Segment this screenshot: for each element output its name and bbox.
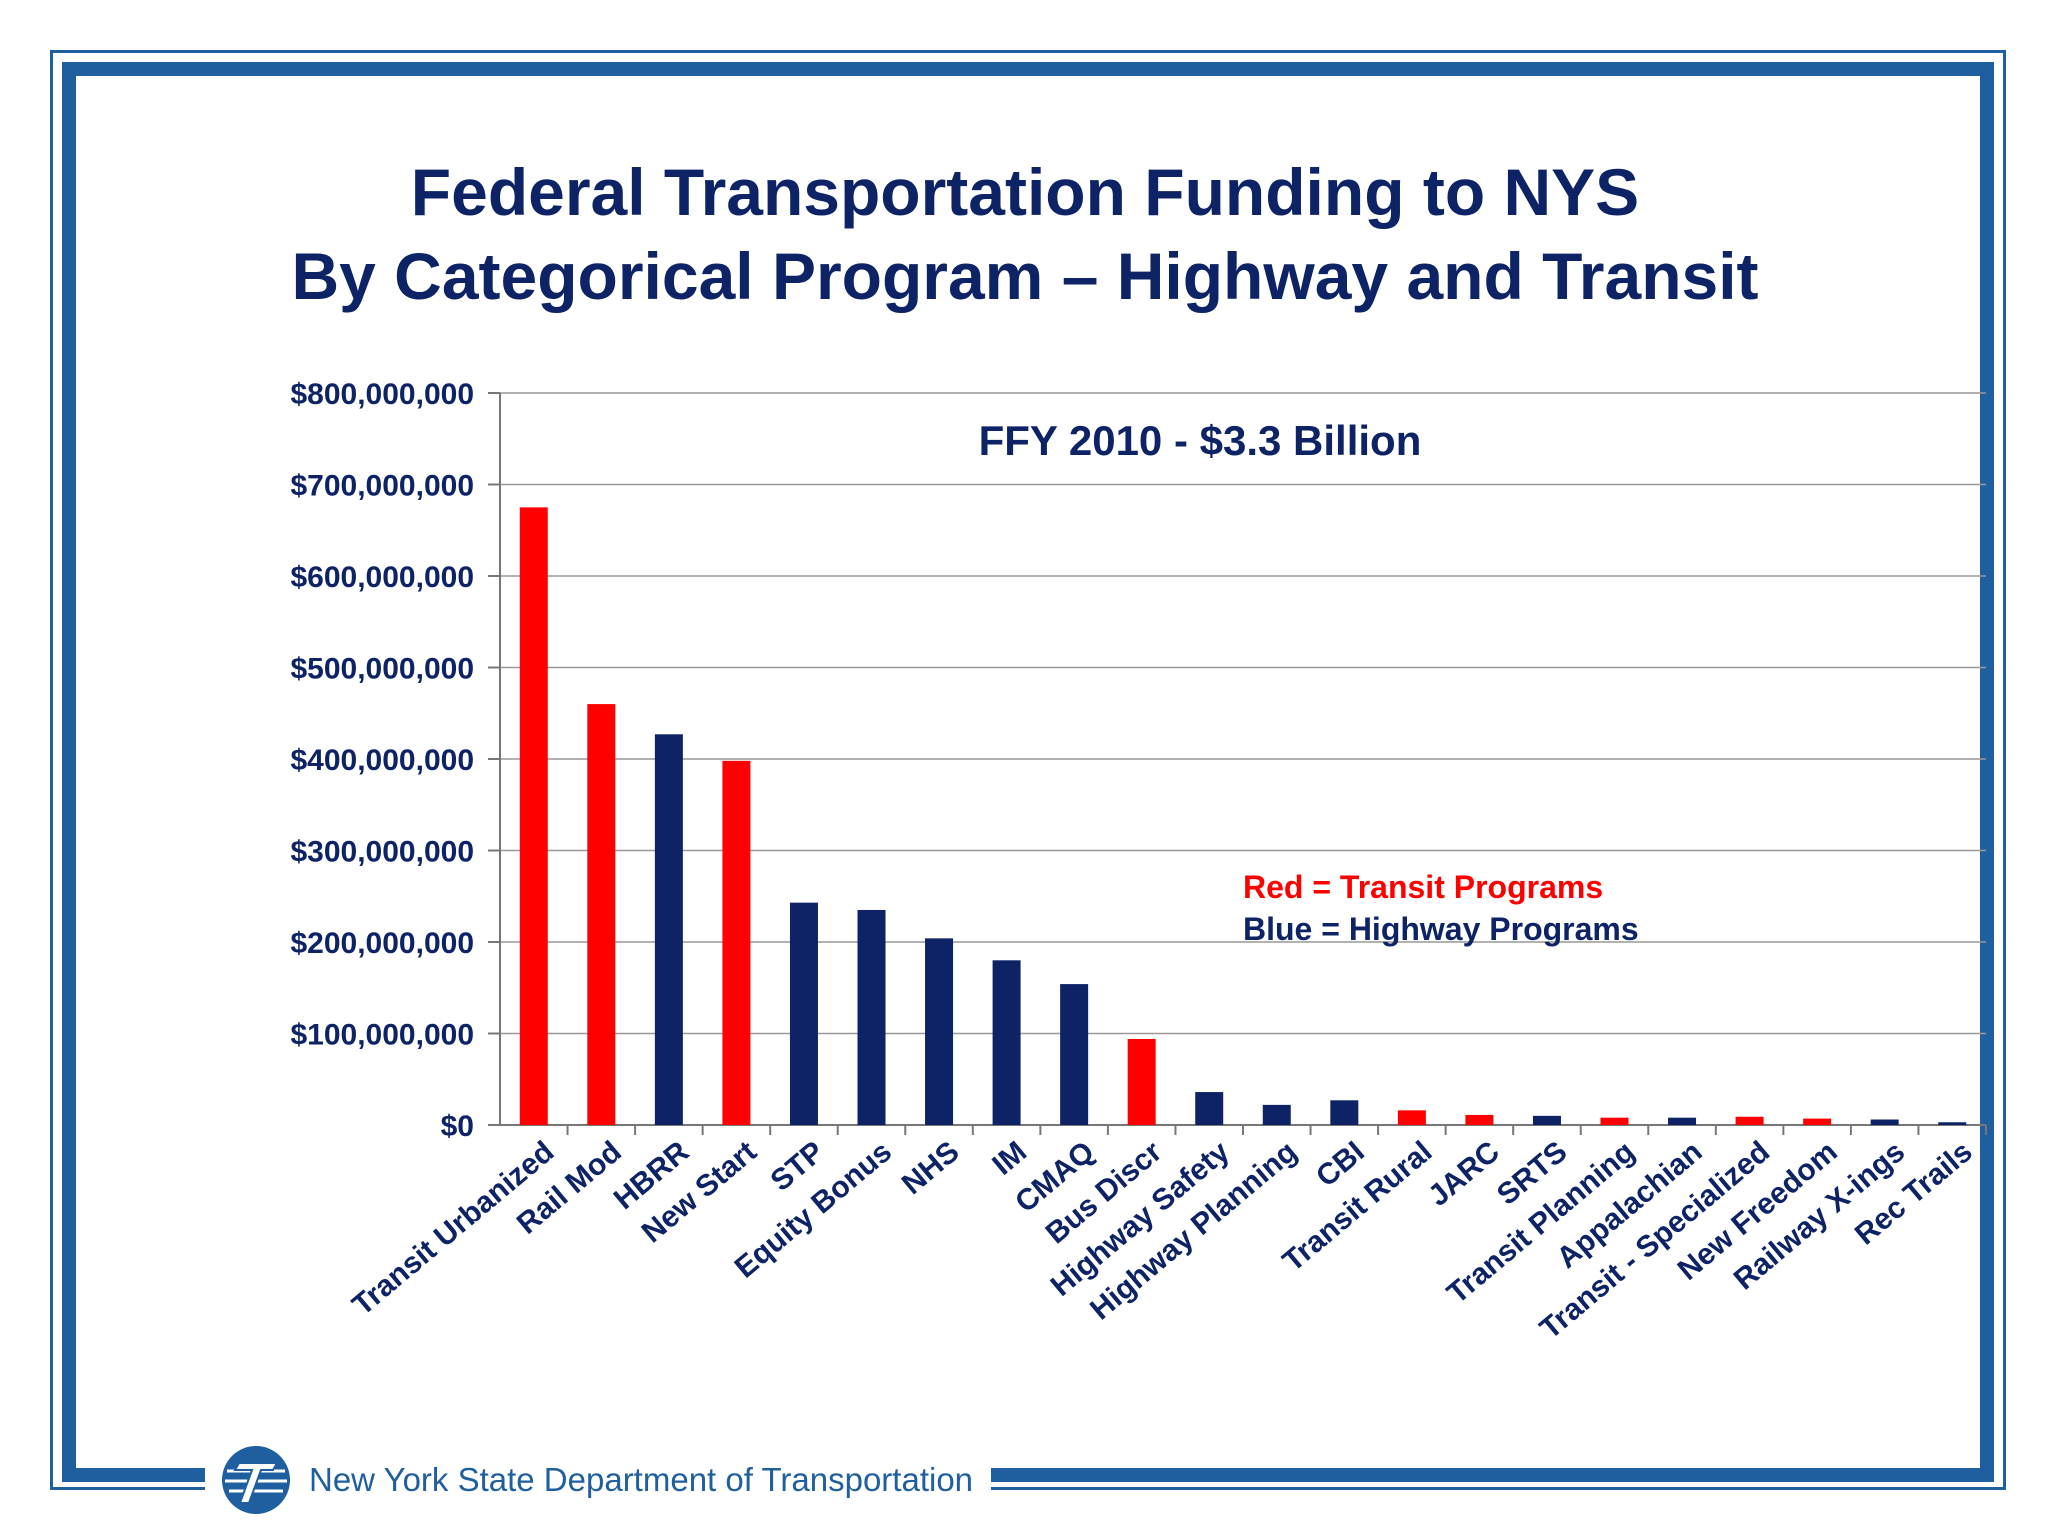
nysdot-logo-icon: [222, 1446, 290, 1514]
slide-frame-outer: [50, 50, 2006, 1490]
bar: [1735, 1116, 1764, 1125]
bar: [992, 960, 1021, 1125]
y-tick-label: $300,000,000: [290, 836, 474, 869]
bar: [1262, 1104, 1291, 1125]
bar: [519, 507, 548, 1125]
bar: [1060, 984, 1089, 1125]
legend-note-transit: Red = Transit Programs: [1243, 869, 1603, 905]
y-tick-label: $500,000,000: [290, 653, 474, 686]
bar: [857, 909, 886, 1125]
x-tick-label: IM: [986, 1135, 1033, 1182]
bar: [654, 734, 683, 1125]
y-tick-label: $700,000,000: [290, 470, 474, 503]
bar: [789, 902, 818, 1125]
slide-frame: [62, 62, 1994, 1482]
slide-title: Federal Transportation Funding to NYS By…: [160, 150, 1890, 318]
bar: [1397, 1110, 1426, 1125]
bar: [1532, 1115, 1561, 1125]
y-tick-label: $0: [441, 1110, 474, 1143]
title-line-2: By Categorical Program – Highway and Tra…: [291, 239, 1759, 313]
chart-title: FFY 2010 - $3.3 Billion: [979, 417, 1422, 464]
y-tick-label: $200,000,000: [290, 927, 474, 960]
y-tick-label: $800,000,000: [290, 378, 474, 411]
footer: New York State Department of Transportat…: [205, 1440, 992, 1520]
footer-org-name: New York State Department of Transportat…: [309, 1461, 974, 1498]
bar: [1600, 1117, 1629, 1125]
y-tick-label: $100,000,000: [290, 1019, 474, 1052]
x-tick-label: JARC: [1422, 1135, 1506, 1213]
y-tick-label: $600,000,000: [290, 561, 474, 594]
y-tick-label: $400,000,000: [290, 744, 474, 777]
x-tick-label: NHS: [896, 1135, 966, 1201]
bar: [1127, 1038, 1156, 1125]
bar: [1465, 1114, 1494, 1125]
title-line-1: Federal Transportation Funding to NYS: [410, 155, 1640, 229]
bar: [1668, 1117, 1697, 1125]
bar: [925, 938, 954, 1125]
bar: [1195, 1092, 1224, 1125]
legend-note-highway: Blue = Highway Programs: [1243, 911, 1639, 947]
bar: [722, 760, 751, 1125]
bar: [587, 704, 616, 1125]
bar: [1870, 1119, 1899, 1125]
bar: [1330, 1100, 1359, 1125]
bar: [1938, 1122, 1967, 1125]
bar: [1803, 1118, 1832, 1125]
